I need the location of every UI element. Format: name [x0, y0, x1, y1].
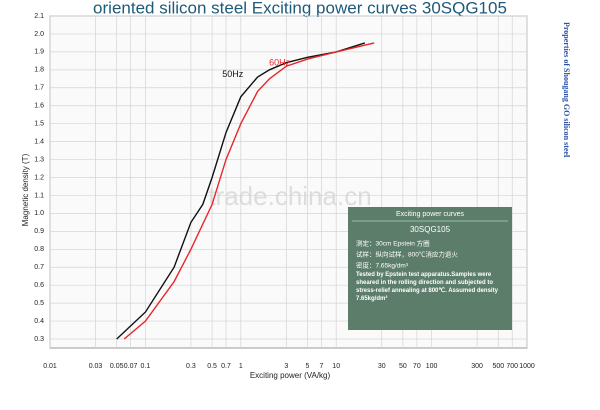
chart-title: oriented silicon steel Exciting power cu… [93, 0, 507, 17]
y-tick-label: 2.0 [34, 31, 44, 38]
x-tick-label: 0.5 [207, 363, 217, 370]
y-tick-label: 1.9 [34, 49, 44, 56]
series-line [116, 42, 366, 340]
info-title: Exciting power curves [396, 211, 465, 218]
x-tick-label: 5 [306, 363, 310, 370]
info-line: 测定：30cm Epstein 方圈 [356, 239, 430, 248]
side-text: Properties of Shougang GO silicon steel [562, 22, 571, 158]
y-tick-label: 0.8 [34, 246, 44, 253]
x-axis-label: Exciting power (VA/kg) [250, 371, 331, 380]
x-tick-label: 70 [413, 363, 421, 370]
y-tick-label: 0.7 [34, 264, 44, 271]
series-label: 60Hz [269, 58, 291, 68]
x-tick-label: 1000 [519, 363, 535, 370]
y-tick-label: 0.6 [34, 282, 44, 289]
x-tick-label: 30 [378, 363, 386, 370]
x-tick-label: 0.07 [124, 363, 138, 370]
y-tick-label: 1.1 [34, 192, 44, 199]
y-tick-label: 2.1 [34, 13, 44, 20]
y-tick-label: 1.3 [34, 156, 44, 163]
x-tick-label: 0.01 [43, 363, 57, 370]
x-tick-label: 0.3 [186, 363, 196, 370]
y-tick-label: 0.4 [34, 318, 44, 325]
y-tick-label: 1.5 [34, 121, 44, 128]
watermark: trade.china.cn [208, 181, 371, 211]
y-tick-label: 1.6 [34, 103, 44, 110]
y-tick-label: 0.9 [34, 228, 44, 235]
y-axis-label: Magnetic density (T) [21, 153, 30, 226]
x-tick-label: 3 [284, 363, 288, 370]
x-tick-label: 700 [506, 363, 518, 370]
x-tick-label: 100 [426, 363, 438, 370]
y-tick-label: 0.5 [34, 300, 44, 307]
series-line [123, 42, 375, 340]
x-tick-label: 300 [471, 363, 483, 370]
y-tick-label: 1.8 [34, 67, 44, 74]
info-line: 密度：7.65kg/dm³ [356, 261, 409, 270]
x-tick-label: 0.7 [221, 363, 231, 370]
info-line: 试样：纵向试样，800℃消应力退火 [356, 250, 458, 259]
info-box [348, 207, 512, 330]
x-tick-label: 0.05 [110, 363, 124, 370]
x-tick-label: 7 [319, 363, 323, 370]
y-tick-label: 1.4 [34, 138, 44, 145]
x-tick-label: 10 [332, 363, 340, 370]
x-tick-label: 50 [399, 363, 407, 370]
x-tick-label: 1 [239, 363, 243, 370]
y-tick-label: 1.2 [34, 174, 44, 181]
x-tick-label: 0.03 [89, 363, 103, 370]
x-tick-label: 0.1 [141, 363, 151, 370]
series-label: 50Hz [222, 69, 244, 79]
x-tick-label: 500 [492, 363, 504, 370]
info-grade: 30SQG105 [410, 225, 451, 234]
y-tick-label: 1.0 [34, 210, 44, 217]
y-tick-label: 0.3 [34, 336, 44, 343]
y-tick-label: 1.7 [34, 85, 44, 92]
info-note: Tested by Epstein test apparatus.Samples… [356, 272, 498, 302]
